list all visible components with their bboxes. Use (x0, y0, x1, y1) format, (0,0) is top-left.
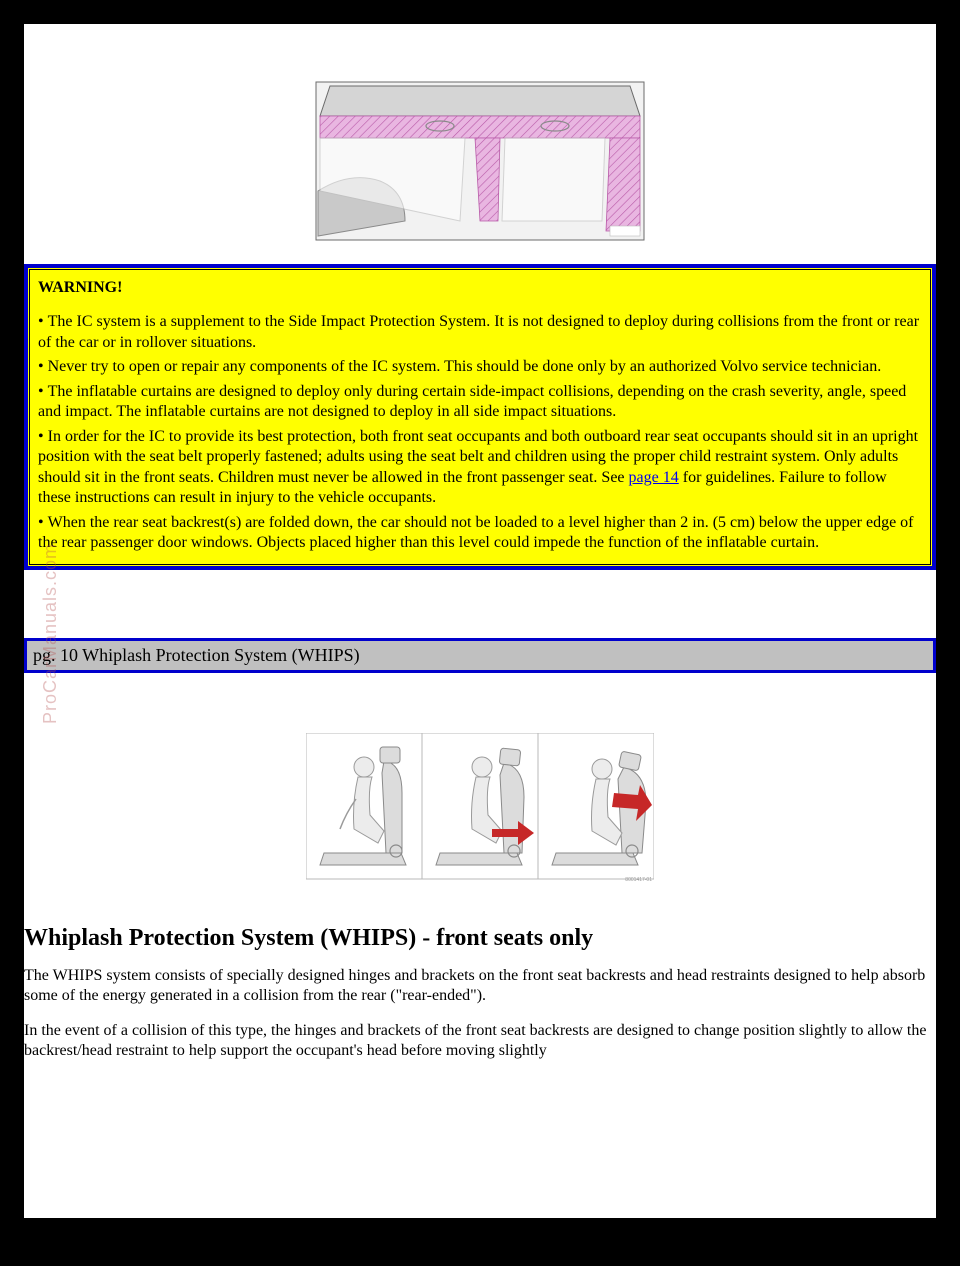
watermark-bottom: carmanualsonline.info (750, 1217, 936, 1238)
watermark-side: ProCarManuals.com (40, 543, 61, 724)
warning-bullet-1-text: The IC system is a supplement to the Sid… (38, 313, 919, 350)
warning-bullet-2: • Never try to open or repair any compon… (38, 357, 922, 377)
figure-whips-seats: 8001417-01 (24, 673, 936, 907)
svg-text:8001417-01: 8001417-01 (625, 877, 652, 883)
warning-bullet-4: • In order for the IC to provide its bes… (38, 427, 922, 509)
whips-para-2: In the event of a collision of this type… (24, 1021, 936, 1062)
warning-title: WARNING! (38, 279, 122, 296)
warning-bullet-3: • The inflatable curtains are designed t… (38, 382, 922, 423)
warning-bullet-3-text: The inflatable curtains are designed to … (38, 383, 906, 420)
page-14-link[interactable]: page 14 (629, 469, 679, 486)
whips-panel-2 (422, 733, 538, 879)
warning-inner: WARNING! • The IC system is a supplement… (29, 269, 931, 565)
warning-bullet-2-text: Never try to open or repair any componen… (48, 358, 882, 375)
whips-para-1: The WHIPS system consists of specially d… (24, 966, 936, 1007)
section-bar-whips: pg. 10 Whiplash Protection System (WHIPS… (24, 638, 936, 673)
whips-seat-illustration: 8001417-01 (306, 733, 654, 883)
warning-bullet-1: • The IC system is a supplement to the S… (38, 312, 922, 353)
page: ProCarManuals.com (24, 24, 936, 1218)
whips-panel-3 (538, 733, 654, 879)
whips-panel-1 (306, 733, 422, 879)
figure-ic-curtain (24, 24, 936, 264)
whips-heading: Whiplash Protection System (WHIPS) - fro… (24, 925, 936, 952)
warning-bullet-5-text: When the rear seat backrest(s) are folde… (38, 514, 914, 551)
warning-box: WARNING! • The IC system is a supplement… (24, 264, 936, 570)
ic-curtain-illustration (310, 76, 650, 246)
warning-bullet-5: • When the rear seat backrest(s) are fol… (38, 513, 922, 554)
